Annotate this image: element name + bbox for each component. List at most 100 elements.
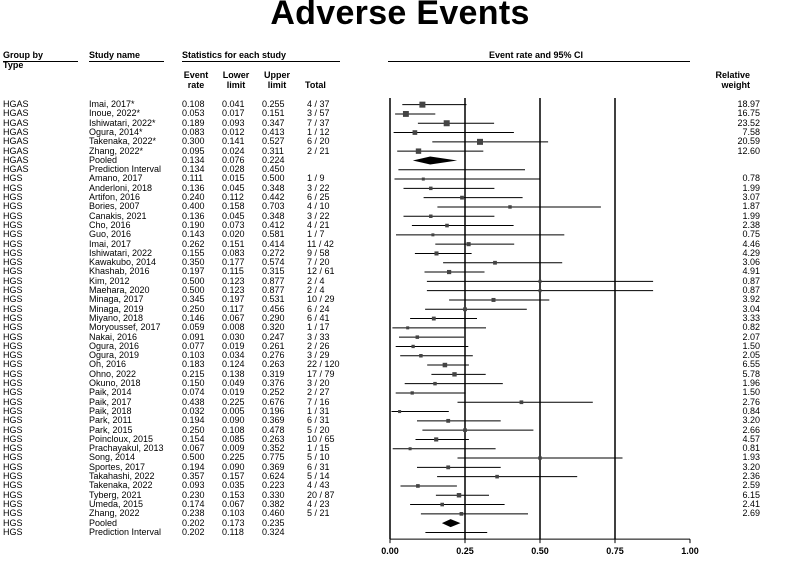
study-name-cell: Okuno, 2018 (89, 378, 141, 388)
relative-weight-cell: 2.38 (742, 219, 760, 230)
group-cell: HGS (3, 257, 23, 268)
upper-limit-cell: 0.263 (262, 433, 285, 444)
study-name-cell: Maehara, 2020 (89, 285, 150, 295)
point-estimate (415, 148, 422, 154)
group-cell: HGS (3, 340, 23, 351)
upper-limit-cell: 0.676 (262, 396, 285, 407)
total-cell: 9 / 58 (307, 247, 330, 258)
point-estimate (429, 214, 433, 218)
group-cell: HGAS (3, 164, 29, 175)
total-cell: 20 / 87 (307, 489, 335, 500)
ci-underline (388, 61, 690, 62)
group-cell: HGS (3, 192, 23, 202)
relative-weight-cell: 3.20 (742, 461, 760, 472)
upper-limit-cell: 0.412 (262, 219, 285, 230)
header-type: Type (3, 60, 24, 70)
lower-limit-cell: 0.158 (222, 201, 245, 212)
table-row: HGS Zhang, 2022 0.238 0.103 0.460 5 / 21 2.69 (0, 508, 800, 518)
upper-limit-cell: 0.574 (262, 257, 285, 268)
lower-limit-cell: 0.151 (222, 238, 245, 249)
upper-limit-cell: 0.348 (262, 182, 285, 193)
point-estimate (408, 447, 412, 451)
lower-limit-cell: 0.067 (222, 312, 245, 323)
total-cell: 1 / 9 (307, 173, 325, 184)
group-cell: HGS (3, 471, 23, 481)
lower-limit-cell: 0.083 (222, 247, 245, 258)
study-name-cell: Takahashi, 2022 (89, 471, 155, 481)
group-cell: HGS (3, 368, 23, 379)
point-estimate (431, 316, 436, 321)
total-cell: 3 / 20 (307, 378, 330, 388)
event-rate-cell: 0.091 (182, 331, 205, 342)
group-cell: HGS (3, 210, 23, 221)
point-estimate (538, 279, 542, 283)
point-estimate (463, 307, 467, 312)
upper-limit-cell: 0.382 (262, 498, 285, 509)
table-row: HGS Nakai, 2016 0.091 0.030 0.247 3 / 33 2.07 (0, 331, 800, 342)
pooled-diamond (441, 519, 461, 528)
event-rate-cell: 0.134 (182, 164, 205, 175)
group-cell: HGS (3, 312, 23, 323)
point-estimate (433, 381, 437, 386)
group-cell: HGS (3, 229, 23, 240)
relative-weight-cell: 2.66 (742, 424, 760, 435)
relative-weight-cell: 1.96 (742, 378, 760, 388)
lower-limit-cell: 0.034 (222, 350, 245, 361)
event-rate-cell: 0.103 (182, 350, 205, 361)
table-row: HGS Miyano, 2018 0.146 0.067 0.290 6 / 41 3.33 (0, 312, 800, 323)
point-estimate (434, 251, 439, 256)
event-rate-cell: 0.067 (182, 443, 205, 454)
table-row: HGS Kawakubo, 2014 0.350 0.177 0.574 7 / 20 3.… (0, 257, 800, 268)
header-study-name: Study name (89, 50, 141, 60)
upper-limit-cell: 0.235 (262, 517, 285, 528)
group-cell: HGS (3, 219, 23, 230)
point-estimate (477, 138, 483, 145)
lower-limit-cell: 0.108 (222, 424, 245, 435)
study-name-cell: Zhang, 2022* (89, 145, 144, 156)
relative-weight-cell: 0.82 (742, 322, 760, 333)
table-row: HGS Cho, 2016 0.190 0.073 0.412 4 / 21 2.38 (0, 219, 800, 230)
table-row: HGAS Zhang, 2022* 0.095 0.024 0.311 2 / 21 12.… (0, 145, 800, 156)
relative-weight-cell: 23.52 (737, 117, 760, 128)
event-rate-cell: 0.357 (182, 471, 205, 481)
point-estimate (442, 362, 448, 368)
point-estimate (415, 335, 420, 339)
lower-limit-cell: 0.049 (222, 378, 245, 388)
x-tick-label: 0.25 (456, 546, 474, 556)
total-cell: 2 / 4 (307, 285, 325, 295)
relative-weight-cell: 0.81 (742, 443, 760, 454)
table-row: HGS Umeda, 2015 0.174 0.067 0.382 4 / 23 2.41 (0, 498, 800, 509)
table-row: HGS Moryoussef, 2017 0.059 0.008 0.320 1 / 17… (0, 322, 800, 333)
lower-limit-cell: 0.019 (222, 387, 245, 398)
event-rate-cell: 0.136 (182, 210, 205, 221)
group-cell: HGAS (3, 154, 29, 165)
relative-weight-cell: 0.87 (742, 285, 760, 295)
upper-limit-cell: 0.290 (262, 312, 285, 323)
lower-limit-cell: 0.123 (222, 285, 245, 295)
point-estimate (398, 410, 402, 414)
x-tick-label: 0.75 (606, 546, 624, 556)
group-cell: HGAS (3, 117, 29, 128)
table-row: HGS Pooled 0.202 0.173 0.235 (0, 517, 800, 528)
table-row: HGS Okuno, 2018 0.150 0.049 0.376 3 / 20 1.96 (0, 378, 800, 388)
group-underline (3, 61, 78, 62)
study-name-cell: Paik, 2017 (89, 396, 132, 407)
total-cell: 10 / 29 (307, 294, 335, 305)
event-rate-cell: 0.074 (182, 387, 205, 398)
point-estimate (519, 400, 524, 405)
group-cell: HGS (3, 452, 23, 463)
total-cell: 4 / 37 (307, 99, 330, 109)
event-rate-cell: 0.230 (182, 489, 205, 500)
lower-limit-cell: 0.028 (222, 164, 245, 175)
total-cell: 12 / 61 (307, 266, 335, 277)
header-upper-limit: Upper limit (263, 70, 290, 90)
study-name-cell: Anderloni, 2018 (89, 182, 153, 193)
relative-weight-cell: 4.91 (742, 266, 760, 277)
table-row: HGS Ogura, 2016 0.077 0.019 0.261 2 / 26 1.50 (0, 340, 800, 351)
total-cell: 3 / 29 (307, 350, 330, 361)
table-row: HGAS Imai, 2017* 0.108 0.041 0.255 4 / 37 18.9… (0, 99, 800, 109)
point-estimate (456, 493, 462, 498)
relative-weight-cell: 1.87 (742, 201, 760, 212)
event-rate-cell: 0.240 (182, 192, 205, 202)
